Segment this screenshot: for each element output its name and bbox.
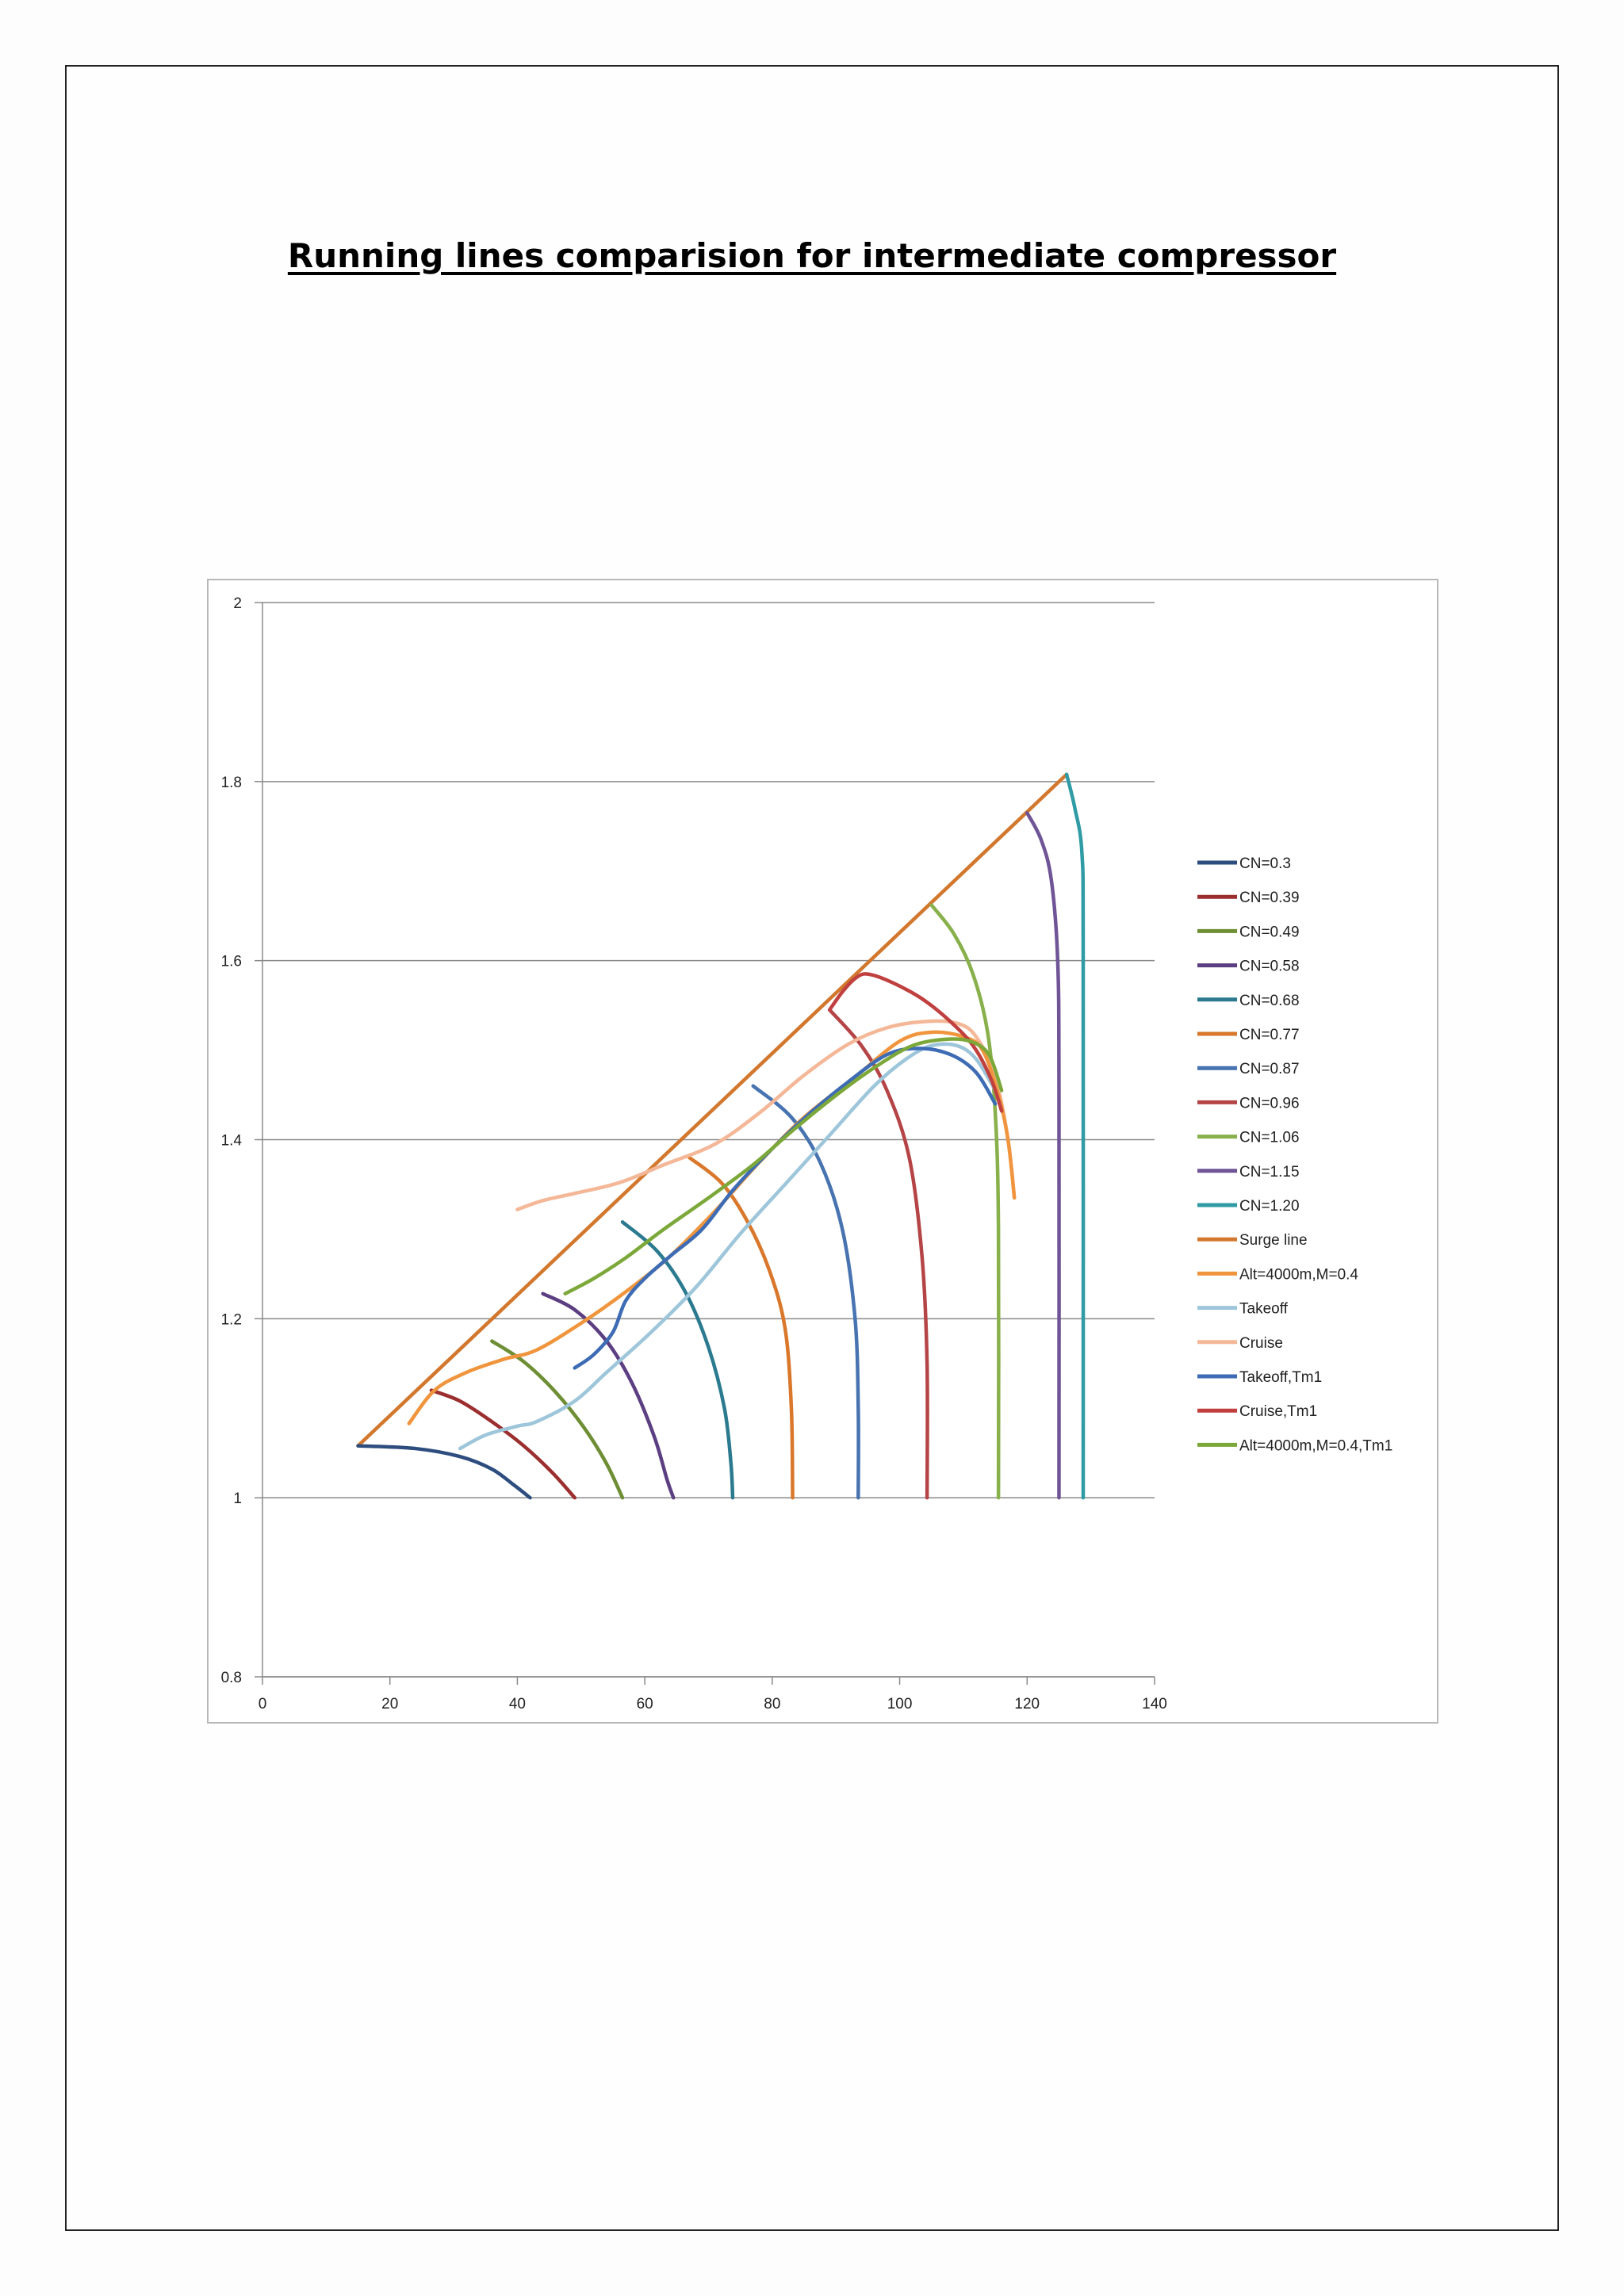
series-line-cruise-tm1: [827, 972, 1004, 1113]
legend-label: CN=0.77: [1239, 1027, 1300, 1043]
series-line-takeoff: [458, 1042, 998, 1451]
legend-label: CN=1.06: [1239, 1130, 1300, 1146]
legend-label: Takeoff,Tm1: [1239, 1369, 1322, 1386]
legend-label: CN=0.68: [1239, 993, 1300, 1009]
legend-label: Cruise: [1239, 1335, 1283, 1352]
y-tick-label: 1: [233, 1490, 242, 1507]
series-line-alt-4000m-m-0-4-tm1: [563, 1037, 1004, 1295]
chart-area-border: [207, 579, 1438, 1724]
x-tick-label: 40: [509, 1696, 526, 1712]
document-title: Running lines comparision for intermedia…: [287, 236, 1337, 275]
gridlines: [262, 602, 1155, 1678]
series-line-cn-0-3: [356, 1444, 532, 1500]
legend: CN=0.3 CN=0.39 CN=0.49 CN=0.58 CN=0.68 CN=0.7…: [1197, 855, 1392, 1454]
series-line-cn-0-68: [620, 1220, 735, 1500]
series-line-takeoff-tm1: [573, 1047, 998, 1370]
x-tick-label: 120: [1014, 1696, 1040, 1712]
x-tick-label: 0: [259, 1696, 267, 1712]
y-tick-label: 1.4: [221, 1133, 243, 1150]
legend-label: Surge line: [1239, 1232, 1308, 1249]
series-line-cn-0-96: [827, 1008, 929, 1500]
y-tick-label: 1.8: [221, 775, 242, 791]
y-tick-label: 0.8: [221, 1670, 242, 1686]
series-line-cn-0-87: [751, 1084, 860, 1500]
series-lines: [356, 772, 1086, 1500]
legend-label: CN=0.58: [1239, 959, 1300, 975]
legend-label: Takeoff: [1239, 1301, 1289, 1318]
series-line-surge-line: [356, 772, 1069, 1448]
series-line-cn-1-15: [1025, 811, 1061, 1500]
y-tick-label: 1.6: [221, 954, 242, 970]
legend-label: Cruise,Tm1: [1239, 1403, 1317, 1420]
legend-label: CN=0.49: [1239, 924, 1300, 940]
series-line-cn-1-20: [1064, 772, 1086, 1500]
legend-label: CN=0.39: [1239, 890, 1300, 906]
legend-label: CN=0.96: [1239, 1095, 1300, 1112]
axes: 0.811.21.41.61.820 20 40 60 80 100 120 140: [221, 595, 1167, 1712]
x-tick-label: 80: [764, 1696, 780, 1712]
legend-label: Alt=4000m,M=0.4: [1239, 1266, 1358, 1283]
series-line-cn-0-58: [541, 1292, 676, 1500]
series-line-cn-0-77: [688, 1155, 795, 1500]
legend-label: CN=1.15: [1239, 1164, 1300, 1181]
series-line-cn-0-39: [429, 1388, 576, 1500]
legend-label: CN=1.20: [1239, 1198, 1300, 1215]
series-line-cn-0-49: [490, 1339, 625, 1500]
y-tick-label: 1.2: [221, 1311, 242, 1328]
x-tick-label: 100: [887, 1696, 913, 1712]
x-tick-label: 140: [1142, 1696, 1167, 1712]
legend-label: Alt=4000m,M=0.4,Tm1: [1239, 1437, 1392, 1454]
y-tick-label: 2: [233, 595, 242, 612]
x-tick-label: 20: [381, 1696, 398, 1712]
legend-label: CN=0.3: [1239, 855, 1291, 872]
legend-label: CN=0.87: [1239, 1061, 1300, 1077]
x-tick-label: 60: [637, 1696, 653, 1712]
